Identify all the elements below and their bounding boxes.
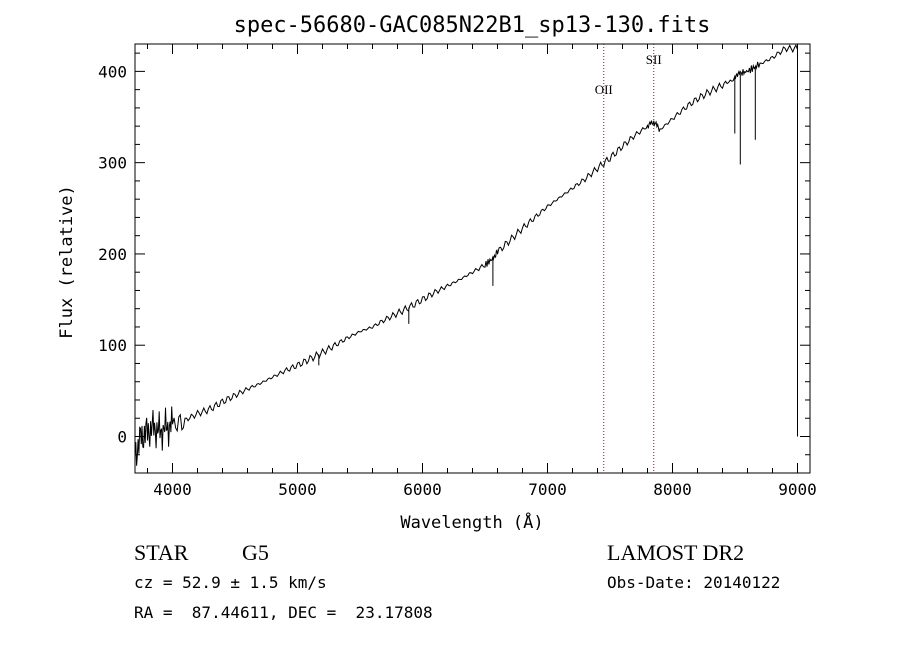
spectrum-line — [134, 43, 798, 466]
object-class: STAR — [134, 540, 189, 565]
obs-date-text: Obs-Date: 20140122 — [607, 573, 781, 592]
x-tick-label: 6000 — [403, 480, 442, 499]
plot-frame — [134, 43, 811, 474]
survey-label: LAMOST DR2 — [607, 540, 745, 565]
x-axis-label: Wavelength (Å) — [400, 511, 543, 533]
y-tick-label: 200 — [98, 245, 127, 264]
reference-lines — [603, 44, 655, 473]
x-axis: 4000 5000 6000 7000 8000 9000 — [147, 44, 817, 499]
line-annotations: OII SII — [595, 52, 662, 97]
coordinates-text: RA = 87.44611, DEC = 23.17808 — [134, 603, 433, 622]
x-tick-label: 7000 — [528, 480, 567, 499]
chart-title: spec-56680-GAC085N22B1_sp13-130.fits — [234, 13, 711, 38]
x-tick-label: 8000 — [653, 480, 692, 499]
annotation-label: OII — [595, 82, 613, 97]
y-tick-label: 300 — [98, 154, 127, 173]
y-axis-label: Flux (relative) — [57, 185, 77, 339]
y-tick-label: 100 — [98, 336, 127, 355]
redshift-text: cz = 52.9 ± 1.5 km/s — [134, 573, 327, 592]
x-tick-label: 4000 — [153, 480, 192, 499]
x-tick-label: 9000 — [778, 480, 817, 499]
y-axis: 0 100 200 300 400 — [98, 52, 810, 474]
y-tick-label: 400 — [98, 62, 127, 81]
annotation-label: SII — [646, 52, 662, 67]
y-tick-label: 0 — [117, 427, 127, 446]
x-tick-label: 5000 — [278, 480, 317, 499]
object-subclass: G5 — [242, 540, 269, 565]
